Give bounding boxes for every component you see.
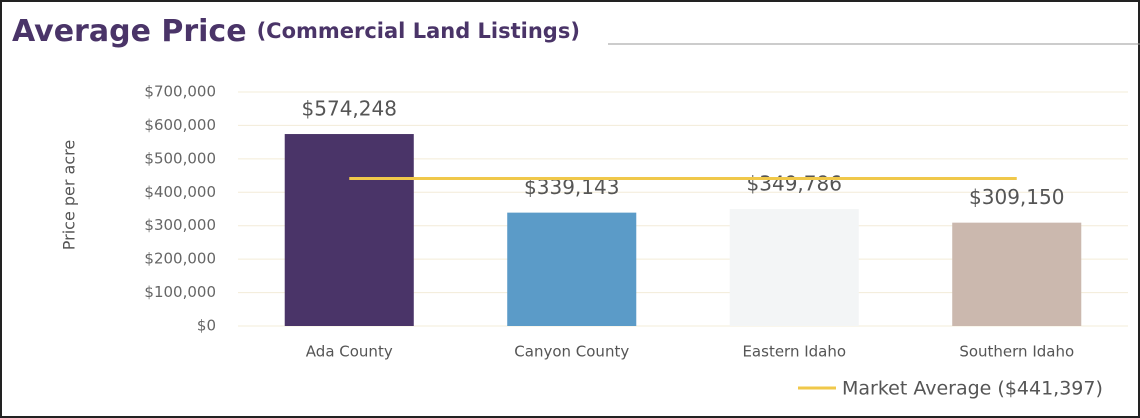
- bar: [507, 212, 637, 326]
- x-tick-label: Ada County: [306, 343, 393, 361]
- y-tick-label: $200,000: [144, 250, 216, 268]
- x-tick-label: Southern Idaho: [959, 343, 1074, 361]
- y-tick-label: $0: [197, 317, 216, 335]
- value-label: $574,248: [302, 97, 397, 121]
- y-tick-label: $400,000: [144, 183, 216, 201]
- y-tick-label: $500,000: [144, 149, 216, 167]
- bar: [729, 209, 859, 326]
- y-tick-label: $700,000: [144, 83, 216, 101]
- y-tick-label: $100,000: [144, 283, 216, 301]
- y-tick-label: $300,000: [144, 216, 216, 234]
- title: Average Price: [12, 14, 247, 49]
- bar: [284, 134, 414, 326]
- legend-label: Market Average ($441,397): [842, 378, 1103, 400]
- x-tick-label: Canyon County: [514, 343, 629, 361]
- subtitle: (Commercial Land Listings): [257, 19, 580, 43]
- value-label: $309,150: [969, 185, 1064, 209]
- value-label: $349,786: [747, 172, 842, 196]
- bar: [952, 222, 1082, 326]
- x-tick-label: Eastern Idaho: [742, 343, 846, 361]
- y-tick-label: $600,000: [144, 116, 216, 134]
- y-axis-label: Price per acre: [60, 140, 79, 250]
- chart-title: Average Price (Commercial Land Listings): [12, 14, 580, 49]
